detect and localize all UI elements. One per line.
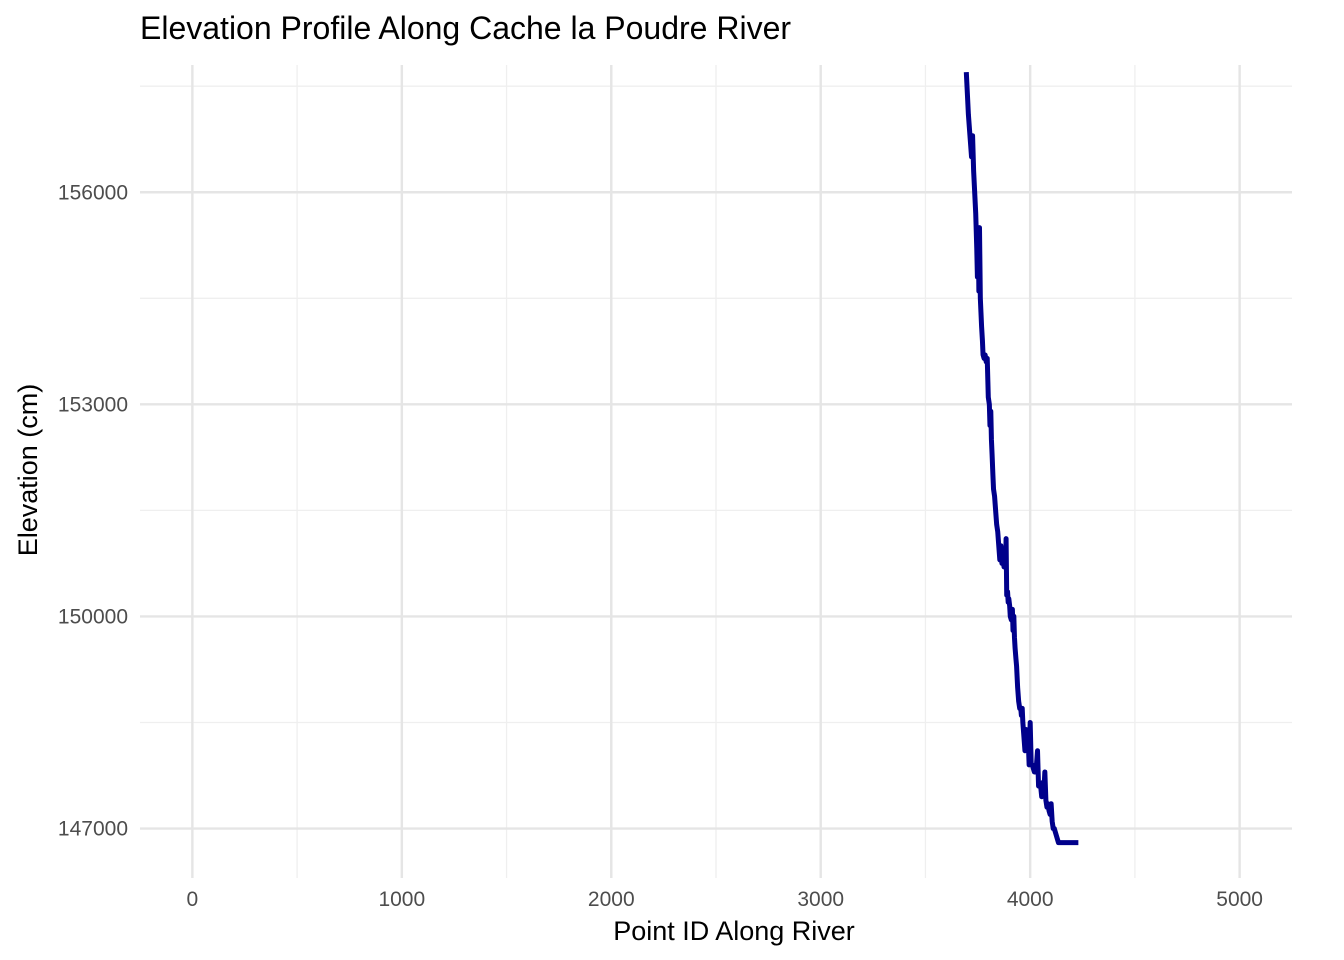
y-axis-ticks: 147000 150000 153000 156000	[58, 181, 128, 840]
y-tick-label: 153000	[58, 393, 128, 416]
x-axis-ticks: 0 1000 2000 3000 4000 5000	[187, 888, 1263, 911]
elevation-series-line	[963, 71, 1080, 846]
y-axis-label: Elevation (cm)	[13, 384, 43, 557]
x-tick-label: 1000	[378, 888, 425, 911]
x-axis-label: Point ID Along River	[613, 916, 855, 946]
x-tick-label: 4000	[1007, 888, 1054, 911]
x-tick-label: 2000	[588, 888, 635, 911]
chart-title: Elevation Profile Along Cache la Poudre …	[140, 10, 791, 46]
y-tick-label: 147000	[58, 818, 128, 841]
plot-area	[140, 65, 1292, 878]
x-tick-label: 0	[187, 888, 199, 911]
series-layer	[963, 71, 1080, 846]
x-tick-label: 3000	[797, 888, 844, 911]
x-tick-label: 5000	[1216, 888, 1263, 911]
y-tick-label: 156000	[58, 181, 128, 204]
minor-gridlines	[140, 65, 1292, 878]
y-tick-label: 150000	[58, 605, 128, 628]
